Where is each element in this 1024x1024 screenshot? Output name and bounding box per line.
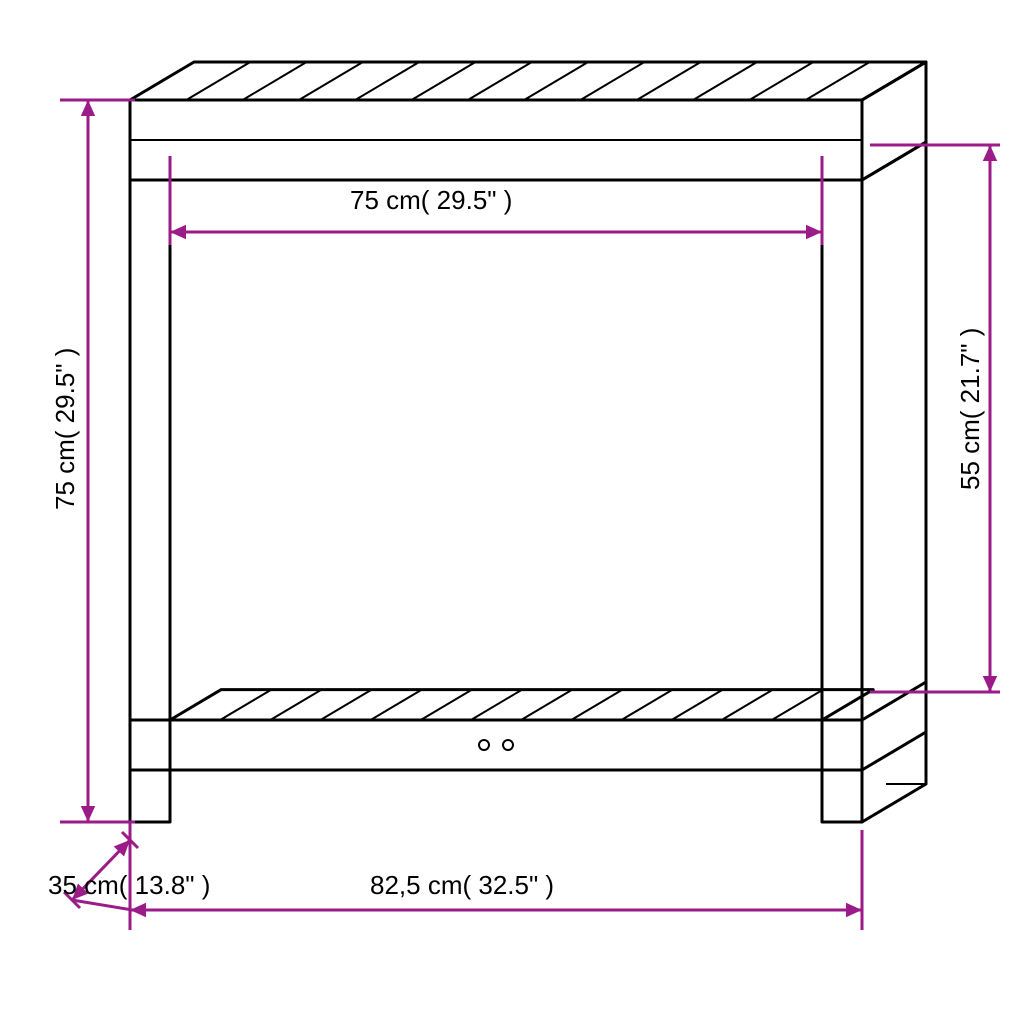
dim-shelf-height-label: 55 cm( 21.7" ) (955, 328, 986, 490)
dim-total-height-label: 75 cm( 29.5" ) (50, 348, 81, 510)
dim-inner-width-label: 75 cm( 29.5" ) (350, 185, 512, 216)
dim-total-width-label: 82,5 cm( 32.5" ) (370, 870, 554, 901)
dim-depth-label: 35 cm( 13.8" ) (48, 870, 210, 901)
